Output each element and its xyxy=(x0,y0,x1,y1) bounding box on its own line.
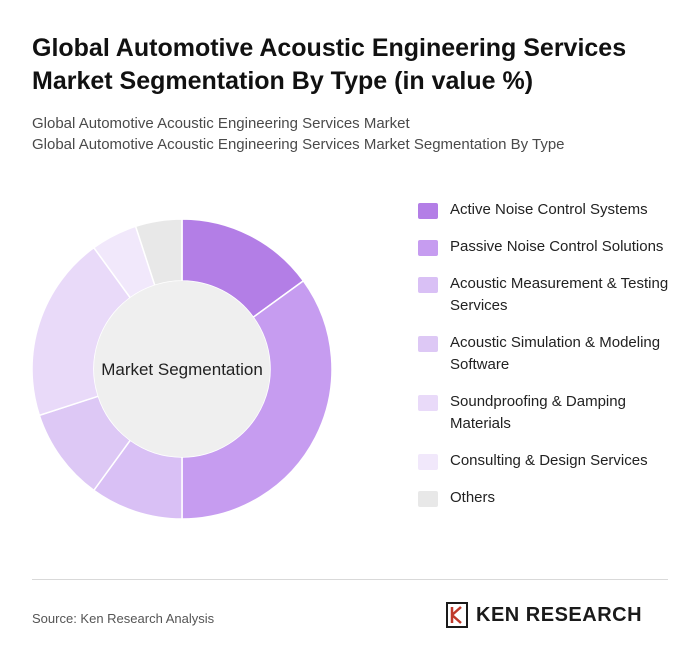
legend-label: Acoustic Measurement & Testing Services xyxy=(450,275,669,314)
legend-label: Consulting & Design Services xyxy=(450,452,648,469)
subtitle-line-2: Global Automotive Acoustic Engineering S… xyxy=(32,136,565,153)
legend-label: Passive Noise Control Solutions xyxy=(450,238,664,255)
donut-slices xyxy=(31,218,333,520)
chart-title: Global Automotive Acoustic Engineering S… xyxy=(32,34,627,95)
chart-subtitle: Global Automotive Acoustic Engineering S… xyxy=(32,113,672,155)
legend-label: Acoustic Simulation & Modeling Software xyxy=(450,334,661,373)
legend-item: Acoustic Measurement & Testing Services xyxy=(418,273,688,317)
center-label: Market Segmentation xyxy=(101,360,263,379)
legend-swatch xyxy=(418,336,438,352)
legend-swatch xyxy=(418,395,438,411)
legend-swatch xyxy=(418,454,438,470)
donut-center xyxy=(94,281,270,457)
legend-swatch xyxy=(418,277,438,293)
legend: Active Noise Control Systems Passive Nois… xyxy=(418,199,688,524)
legend-item: Consulting & Design Services xyxy=(418,450,688,472)
brand-logo: KEN RESEARCH xyxy=(446,602,642,628)
legend-item: Others xyxy=(418,487,688,509)
legend-item: Active Noise Control Systems xyxy=(418,199,688,221)
legend-item: Passive Noise Control Solutions xyxy=(418,236,688,258)
legend-label: Soundproofing & Damping Materials xyxy=(450,393,626,432)
logo-text: KEN RESEARCH xyxy=(476,603,643,626)
legend-item: Acoustic Simulation & Modeling Software xyxy=(418,332,688,376)
legend-swatch xyxy=(418,491,438,507)
legend-label: Others xyxy=(450,489,496,506)
subtitle-line-1: Global Automotive Acoustic Engineering S… xyxy=(32,115,410,132)
legend-item: Soundproofing & Damping Materials xyxy=(418,391,688,435)
ken-research-logo-icon xyxy=(446,602,468,628)
legend-swatch xyxy=(418,240,438,256)
legend-swatch xyxy=(418,203,438,219)
footer-divider xyxy=(32,579,668,580)
donut-chart: Market Segmentation xyxy=(31,218,333,520)
legend-label: Active Noise Control Systems xyxy=(450,201,648,218)
source-text: Source: Ken Research Analysis xyxy=(32,611,215,626)
